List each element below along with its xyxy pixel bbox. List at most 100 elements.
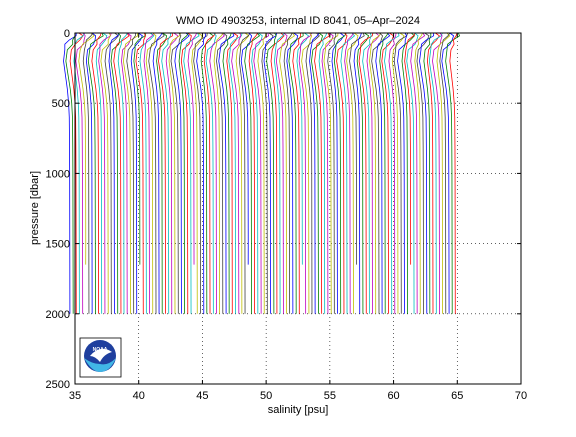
profile-line [110, 32, 121, 314]
profile-line [218, 32, 235, 314]
profile-line [91, 32, 102, 314]
profile-line [238, 32, 251, 314]
profile-line [336, 32, 348, 314]
profile-line [292, 32, 302, 314]
profile-line [309, 32, 320, 314]
profile-line [87, 32, 104, 314]
profile-line [108, 32, 120, 314]
profile-line [406, 32, 419, 314]
profile-line [445, 32, 461, 314]
profile-line [196, 32, 207, 314]
profile-line [270, 32, 285, 314]
profile-line [371, 32, 384, 314]
profile-line [73, 32, 86, 314]
profile-line [388, 32, 397, 314]
profile-line [133, 32, 147, 265]
profile-line [261, 32, 274, 314]
profile-line [152, 32, 163, 314]
profile-line [314, 32, 330, 314]
profile-line [401, 32, 416, 314]
profile-line [95, 32, 108, 314]
y-tick-label: 2500 [46, 379, 70, 391]
x-tick-label: 70 [515, 390, 527, 402]
profile-line [419, 32, 435, 314]
profile-line [235, 32, 250, 314]
profile-line [275, 32, 288, 314]
profile-line [436, 32, 451, 314]
profile-line [122, 32, 139, 314]
profile-line [113, 32, 130, 314]
profile-line [231, 32, 242, 314]
profiles-group [63, 32, 461, 314]
profile-line [427, 32, 440, 314]
profile-line [156, 32, 168, 314]
profile-line [318, 32, 328, 314]
x-tick-label: 45 [196, 390, 208, 402]
profile-line [75, 32, 86, 314]
profile-line [393, 32, 409, 314]
profile-line [340, 32, 356, 314]
profile-line [98, 32, 112, 314]
profile-line [333, 32, 347, 314]
profile-line [384, 32, 400, 314]
x-tick-label: 60 [387, 390, 399, 402]
y-tick-label: 2000 [46, 309, 70, 321]
profile-line [410, 32, 426, 314]
profile-line [428, 32, 443, 314]
profile-line [139, 32, 155, 314]
grid-lines [75, 33, 521, 384]
noaa-logo: NOAA [79, 337, 122, 378]
profile-line [216, 32, 228, 314]
profile-line [78, 32, 95, 265]
profile-line [209, 32, 225, 314]
profile-line [222, 32, 232, 314]
profile-line [257, 32, 267, 314]
profile-line [178, 32, 189, 314]
profile-line [193, 32, 208, 314]
profile-line [170, 32, 182, 314]
profile-line [168, 32, 182, 314]
profile-line [356, 32, 370, 314]
profile-line [381, 32, 394, 314]
profile-line [191, 32, 203, 314]
profile-line [69, 32, 84, 314]
profile-line [180, 32, 192, 314]
profile-line [414, 32, 423, 314]
plot-frame [74, 32, 522, 385]
profile-line [213, 32, 224, 314]
profile-line [288, 32, 304, 314]
x-tick-label: 35 [69, 390, 81, 402]
profile-line [366, 32, 380, 314]
profile-line [65, 32, 76, 314]
profile-line [117, 32, 128, 314]
profile-line [349, 32, 365, 265]
profile-line [158, 32, 173, 314]
profile-line [298, 32, 312, 314]
profile-line [432, 32, 443, 314]
profile-line [369, 32, 382, 314]
profile-line [263, 32, 278, 314]
profile-line [274, 32, 285, 314]
x-axis-label: salinity [psu] [268, 404, 329, 416]
profile-line [121, 32, 132, 314]
profile-line [423, 32, 432, 314]
profile-line [126, 32, 137, 314]
profile-line [379, 32, 389, 314]
profile-line [449, 32, 458, 314]
profile-line [104, 32, 120, 314]
profile-line [200, 32, 214, 314]
profile-line [205, 32, 217, 314]
profile-line [253, 32, 270, 314]
profile-line [244, 32, 261, 314]
y-tick-label: 0 [64, 28, 70, 40]
profile-line [183, 32, 200, 314]
profile-line [248, 32, 259, 314]
profile-line [391, 32, 405, 314]
profile-line [362, 32, 372, 314]
profile-line [305, 32, 320, 314]
profile-line [323, 32, 339, 314]
profile-line [82, 32, 94, 314]
y-tick-label: 1500 [46, 239, 70, 251]
